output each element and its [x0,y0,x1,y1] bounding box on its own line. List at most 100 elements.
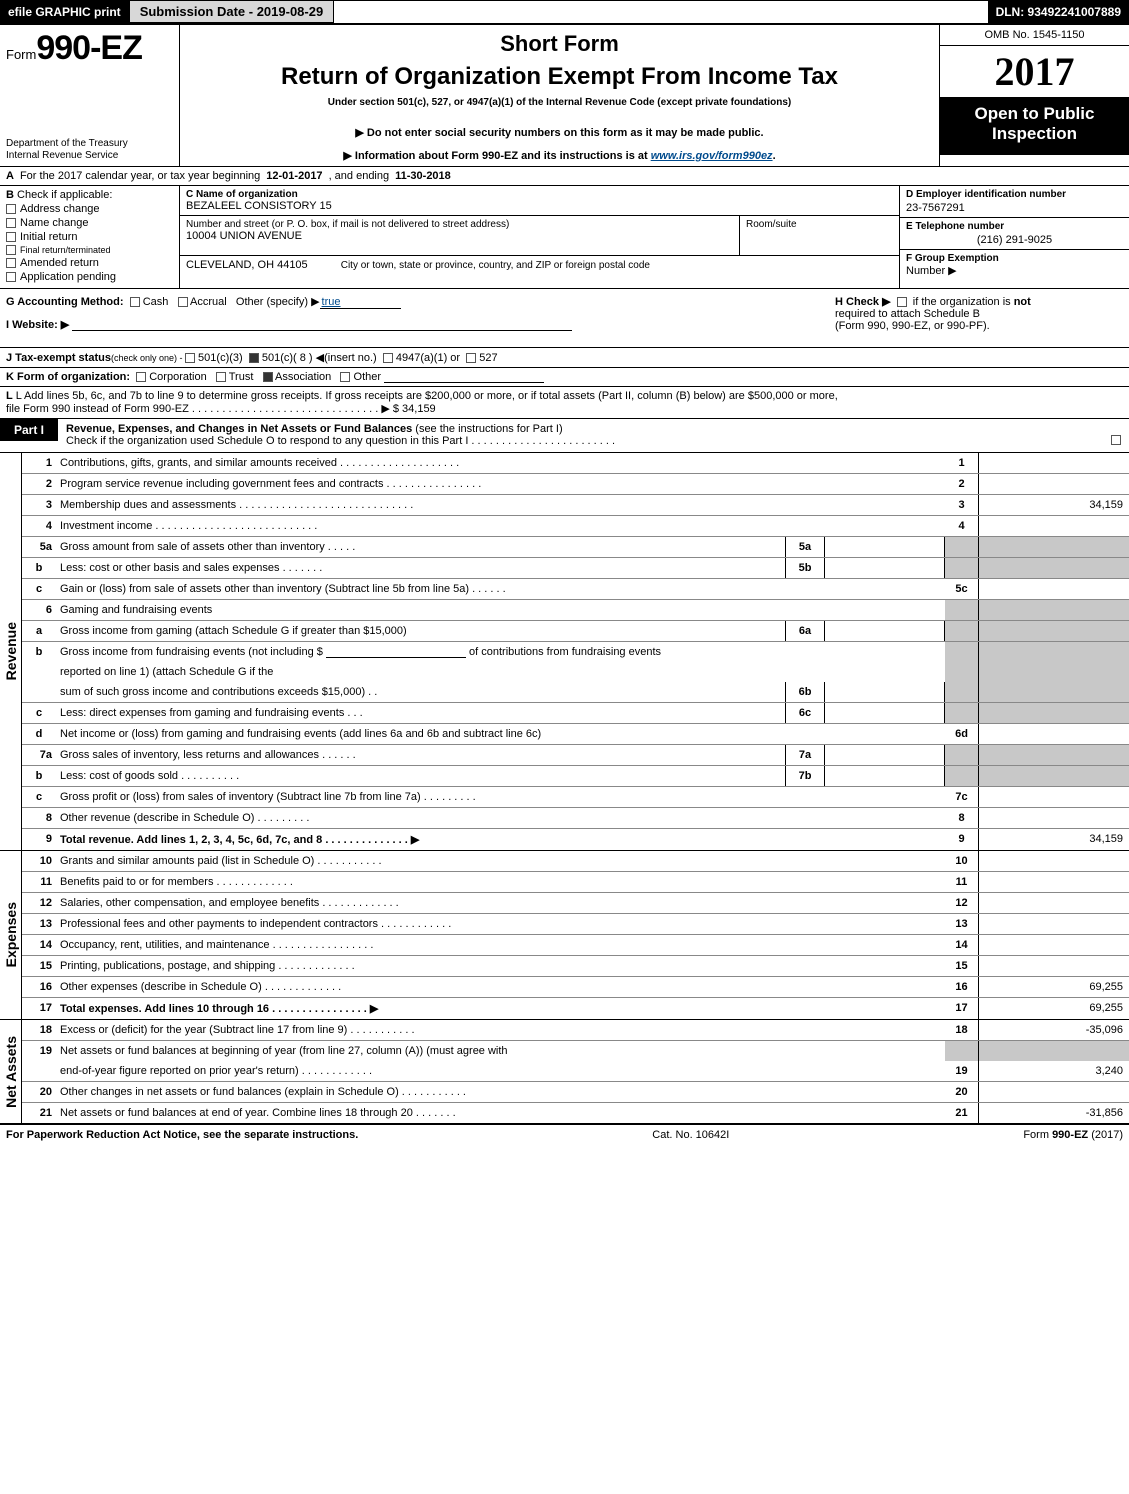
line-amount-grey [979,745,1129,765]
checkbox-icon[interactable] [1111,435,1121,445]
line-amount-grey [979,703,1129,723]
checkbox-icon[interactable] [340,372,350,382]
part1-end-checkbox [1111,435,1121,448]
line-rnum: 6d [945,724,979,744]
l6b-mid: of contributions from fundraising events [466,646,661,658]
k-assoc: Association [275,371,331,383]
line-2: 2 Program service revenue including gove… [22,474,1129,495]
line-num: 19 [22,1041,56,1061]
section-b: B Check if applicable: Address change Na… [0,186,180,288]
block-bcdef: B Check if applicable: Address change Na… [0,186,1129,289]
j-527: 527 [479,352,497,364]
line-10: 10 Grants and similar amounts paid (list… [22,851,1129,872]
line-5c: c Gain or (loss) from sale of assets oth… [22,579,1129,600]
header-mid: Short Form Return of Organization Exempt… [180,25,939,166]
line-mid: 5a [785,537,825,557]
line-8: 8 Other revenue (describe in Schedule O)… [22,808,1129,829]
line-num: 4 [22,516,56,536]
line-text: Gross income from fundraising events (no… [56,642,945,662]
section-b-label: Check if applicable: [17,189,112,201]
line-text: Other changes in net assets or fund bala… [56,1082,945,1102]
checkbox-icon[interactable] [6,232,16,242]
checkbox-icon[interactable] [216,372,226,382]
section-a-row: A For the 2017 calendar year, or tax yea… [0,167,1129,186]
line-midval [825,745,945,765]
line-num: 21 [22,1103,56,1123]
line-5b: b Less: cost or other basis and sales ex… [22,558,1129,579]
line-rnum: 15 [945,956,979,976]
expenses-label-text: Expenses [3,902,19,967]
checkbox-icon-checked[interactable] [249,353,259,363]
line-rnum-grey [945,537,979,557]
checkbox-icon[interactable] [136,372,146,382]
line-amount: 34,159 [979,495,1129,515]
line-num: c [22,579,56,599]
section-k: K Form of organization: Corporation Trus… [0,368,1129,387]
line-rnum-grey [945,766,979,786]
line-14: 14 Occupancy, rent, utilities, and maint… [22,935,1129,956]
line-mid: 7a [785,745,825,765]
line-rnum: 18 [945,1020,979,1040]
info-link-line: ▶ Information about Form 990-EZ and its … [190,149,929,162]
line-3: 3 Membership dues and assessments . . . … [22,495,1129,516]
line-num: b [22,642,56,662]
checkbox-icon[interactable] [130,297,140,307]
checkbox-icon[interactable] [6,218,16,228]
checkbox-icon[interactable] [897,297,907,307]
revenue-label-text: Revenue [3,622,19,680]
checkbox-icon[interactable] [6,245,16,255]
ghi-left: G Accounting Method: Cash Accrual Other … [0,289,829,347]
line-num: a [22,621,56,641]
line-amount [979,914,1129,934]
checkbox-icon[interactable] [178,297,188,307]
checkbox-icon-checked[interactable] [263,372,273,382]
line-rnum: 17 [945,998,979,1019]
irs-link[interactable]: www.irs.gov/form990ez [651,150,773,162]
line-amount [979,516,1129,536]
line-num [22,1061,56,1081]
line-12: 12 Salaries, other compensation, and emp… [22,893,1129,914]
line-num [22,682,56,702]
line-rnum: 12 [945,893,979,913]
checkbox-icon[interactable] [185,353,195,363]
line-21: 21 Net assets or fund balances at end of… [22,1103,1129,1123]
line-rnum-grey [945,558,979,578]
h-text1: H Check ▶ [835,296,891,308]
line-text: Gain or (loss) from sale of assets other… [56,579,945,599]
line-text: Gross amount from sale of assets other t… [56,537,785,557]
line-text: Professional fees and other payments to … [56,914,945,934]
line-rnum: 21 [945,1103,979,1123]
line-text: Contributions, gifts, grants, and simila… [56,453,945,473]
line-num: 9 [22,829,56,850]
line-15: 15 Printing, publications, postage, and … [22,956,1129,977]
dept-line-1: Department of the Treasury [6,138,173,150]
line-num: 14 [22,935,56,955]
netassets-section: Net Assets 18 Excess or (deficit) for th… [0,1020,1129,1125]
tax-year-end: 11-30-2018 [395,170,451,182]
revenue-lines: 1 Contributions, gifts, grants, and simi… [22,453,1129,850]
checkbox-icon[interactable] [6,204,16,214]
line-amount: 69,255 [979,977,1129,997]
line-rnum: 14 [945,935,979,955]
line-num: 17 [22,998,56,1019]
line-rnum: 13 [945,914,979,934]
line-9: 9 Total revenue. Add lines 1, 2, 3, 4, 5… [22,829,1129,850]
checkbox-icon[interactable] [466,353,476,363]
line-1: 1 Contributions, gifts, grants, and simi… [22,453,1129,474]
checkbox-icon[interactable] [383,353,393,363]
part1-tag: Part I [0,419,58,441]
l6b-blank [326,646,466,658]
line-text: Gross sales of inventory, less returns a… [56,745,785,765]
part1-header: Part I Revenue, Expenses, and Changes in… [0,419,1129,453]
checkbox-icon[interactable] [6,258,16,268]
line-amount-grey [979,600,1129,620]
l-amount: 34,159 [402,403,436,415]
line-rnum: 4 [945,516,979,536]
footer-left: For Paperwork Reduction Act Notice, see … [6,1129,358,1141]
line-rnum: 3 [945,495,979,515]
group-exemption-row: F Group Exemption Number ▶ [900,250,1129,280]
line-num: d [22,724,56,744]
g-cash: Cash [143,296,169,308]
checkbox-icon[interactable] [6,272,16,282]
line-num: 1 [22,453,56,473]
